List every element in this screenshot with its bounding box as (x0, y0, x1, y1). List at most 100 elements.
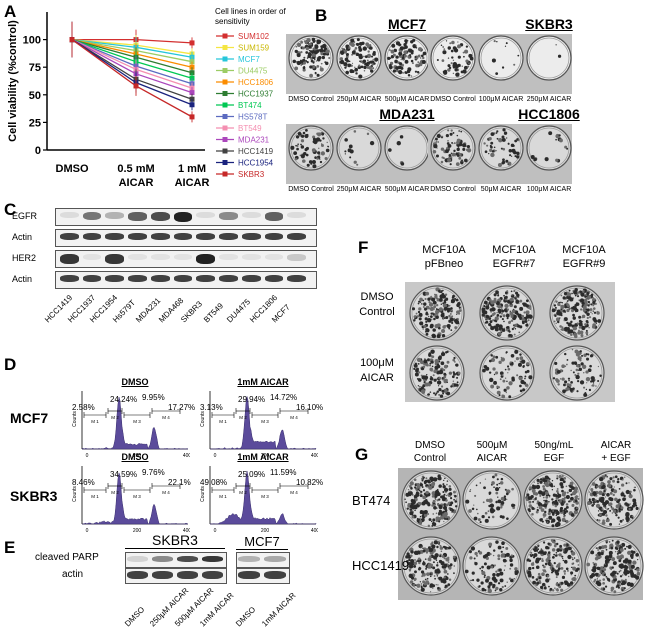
panel-d-label: D (4, 355, 17, 374)
colony-dish (401, 470, 461, 530)
colony-dish (430, 125, 476, 171)
blot-band (241, 233, 261, 240)
blot-band (128, 233, 147, 240)
x-tick-label: 0.5 mM (117, 163, 154, 175)
legend-marker (222, 56, 228, 62)
y-axis-label: Cell viability (%control) (7, 20, 19, 142)
parp-lane-label: DMSO (123, 605, 147, 629)
hist-y-label: Counts (200, 411, 206, 427)
plate-label: 500μM AICAR (384, 186, 430, 193)
parp-group-title: SKBR3 (125, 532, 225, 549)
x-tick-label: DMSO (56, 163, 89, 175)
blot-band (264, 233, 284, 240)
hist-y-label: Counts (200, 486, 206, 502)
egf-column-label: DMSO (415, 440, 445, 451)
legend-marker (222, 125, 228, 131)
blot-band (173, 212, 193, 222)
cytometry-title: DMSO (121, 377, 149, 387)
phase-percent: 9.76% (142, 468, 165, 477)
viability-chart: 0 25 50 75 100 Cell viability (%control) DMSO 0… (7, 7, 286, 189)
blot-band (105, 212, 125, 220)
data-point (189, 114, 195, 120)
blot-band (196, 254, 216, 264)
y-tick-label: 25 (29, 117, 41, 129)
blot-band (150, 254, 170, 261)
gate-label: M 4 (290, 490, 298, 495)
colony-dish (401, 536, 461, 596)
parp-band (264, 556, 286, 562)
parp-band (177, 556, 198, 562)
egf-column-label: 500μM (476, 440, 508, 451)
panel-f-label: F (358, 238, 369, 257)
legend-marker (222, 148, 228, 154)
y-tick-label: 0 (35, 145, 41, 157)
lane-label: MDA231 (133, 295, 163, 325)
blot-band (219, 212, 238, 220)
phase-percent: 16.10% (296, 403, 324, 412)
colony-dish (409, 285, 465, 341)
blot-band (219, 254, 238, 261)
blot-band (60, 275, 79, 282)
egf-row-label: HCC1419 (352, 558, 410, 573)
cytometry-title: 1mM AICAR (237, 452, 289, 462)
histogram: M 1 M 2 M 3 M 4 0 200 400 Counts (72, 391, 190, 459)
legend-marker (222, 102, 228, 108)
blot-row-label: HER2 (12, 253, 37, 263)
phase-percent: 11.59% (270, 468, 297, 477)
phase-percent: 29.94% (238, 395, 266, 404)
colony-dish (584, 470, 644, 530)
histogram-fill (82, 471, 189, 525)
hist-x-tick: 0 (214, 453, 217, 459)
parp-band (127, 556, 148, 562)
blot-band (241, 275, 261, 282)
data-point (133, 83, 139, 89)
colony-dish (526, 35, 572, 81)
colony-dish (523, 536, 583, 596)
blot-band (264, 254, 284, 261)
blot-band (60, 254, 79, 264)
hist-x-tick: 400 (183, 528, 190, 534)
blot-band (196, 212, 216, 219)
gate-label: M 2 (239, 490, 247, 495)
blot-band (105, 254, 125, 264)
colony-dish (336, 125, 382, 171)
gate-label: M 4 (162, 490, 170, 495)
blot-band (105, 275, 125, 282)
gate-label: M 1 (91, 419, 99, 424)
colony-dish (336, 35, 382, 81)
colony-dish (523, 470, 583, 530)
panel-b-label: B (315, 6, 328, 25)
blot-band (105, 233, 125, 240)
egf-column-label: AICAR (600, 440, 632, 451)
parp-band (202, 556, 223, 562)
legend-marker (222, 45, 228, 50)
gate-label: M 3 (261, 494, 269, 499)
blot-band (287, 275, 306, 282)
plate-label: DMSO Control (288, 96, 334, 103)
legend-marker (222, 137, 228, 142)
egf-row-label: BT474 (352, 493, 391, 508)
gate-label: M 2 (111, 490, 119, 495)
colony-dish (526, 125, 572, 171)
legend-label: SUM102 (238, 32, 270, 41)
hist-x-tick: 0 (214, 528, 217, 534)
x-tick-label: AICAR (175, 177, 210, 189)
legend-marker (222, 33, 228, 39)
parp-band (238, 556, 260, 562)
colony-dish (409, 345, 465, 401)
actin-band (264, 571, 286, 579)
egf-column-label: EGF (543, 453, 565, 464)
mcf10a-column-label: MCF10A (492, 244, 536, 256)
legend-marker (222, 91, 228, 96)
legend-label: SKBR3 (238, 170, 265, 179)
phase-percent: 17.27% (168, 403, 196, 412)
colony-dish (478, 125, 524, 171)
hist-x-tick: 0 (86, 528, 89, 534)
blot-band (196, 233, 216, 240)
gate-label: M 2 (239, 415, 247, 420)
hist-x-tick: 400 (311, 453, 318, 459)
gate-label: M 3 (133, 494, 141, 499)
colony-dish (462, 470, 522, 530)
blot-band (287, 254, 306, 261)
blot-band (287, 212, 306, 219)
